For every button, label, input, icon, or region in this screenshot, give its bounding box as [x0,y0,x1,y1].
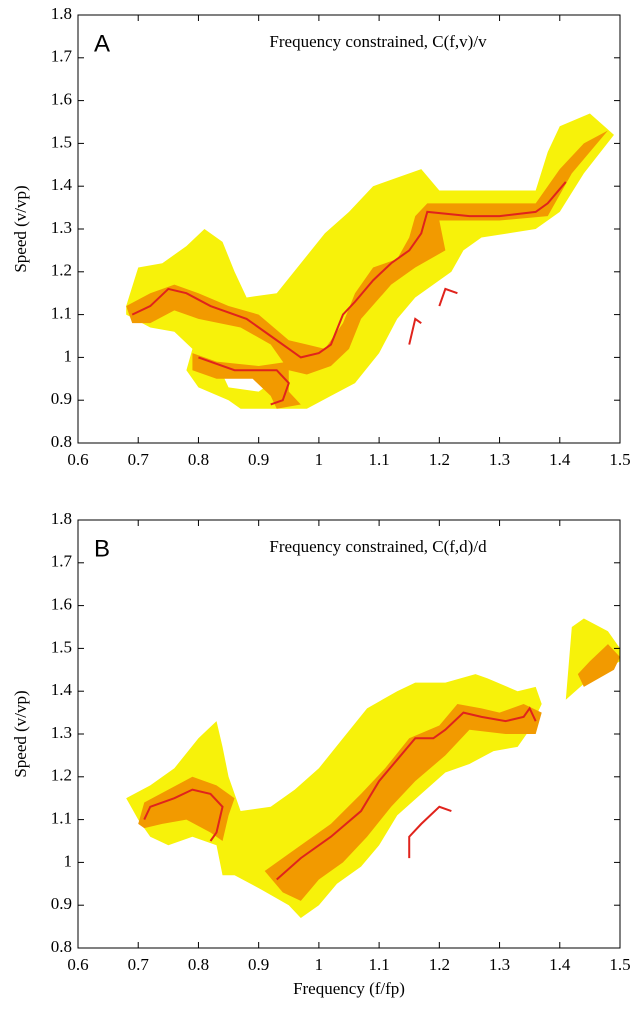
x-tick-label: 0.9 [248,450,269,469]
x-tick-label: 1.3 [489,450,510,469]
ridge-line [143,706,537,881]
x-tick-label: 0.7 [128,955,150,974]
x-tick-label: 1.1 [368,450,389,469]
x-axis-label: Frequency (f/fp) [293,979,405,998]
panel: 0.6 0.7 0.8 0.9 1 1.1 1.2 1.3 1.4 1.5 0.8 0.9 1 1.1 1.… [11,509,631,998]
y-tick-label: 1.8 [51,4,72,23]
panel-label: B [94,535,110,562]
y-tick-label: 1.6 [51,90,72,109]
y-tick-label: 1.7 [51,47,73,66]
region [192,353,301,409]
y-tick-label: 0.8 [51,937,72,956]
region [138,776,235,841]
y-tick-label: 1.6 [51,595,72,614]
y-tick-label: 1.5 [51,132,72,151]
x-tick-label: 0.6 [67,955,88,974]
chart-title: Frequency constrained, C(f,v)/v [269,32,487,51]
y-axis-label: Speed (v/vp) [11,690,30,777]
y-tick-label: 1.3 [51,218,72,237]
x-tick-label: 1.5 [609,955,630,974]
x-tick-label: 0.9 [248,955,269,974]
panel: 0.6 0.7 0.8 0.9 1 1.1 1.2 1.3 1.4 1.5 0.8 0.9 1 1.1 1.… [11,4,631,469]
chart-title: Frequency constrained, C(f,d)/d [269,537,487,556]
x-tick-label: 0.8 [188,450,209,469]
region [264,704,542,901]
y-tick-label: 1 [64,346,73,365]
y-tick-label: 1.4 [51,175,73,194]
ridge-line [131,181,567,406]
y-tick-label: 1.7 [51,552,73,571]
panel-label: A [94,30,110,57]
y-tick-label: 1.8 [51,509,72,528]
y-tick-label: 1.3 [51,723,72,742]
y-tick-label: 0.8 [51,432,72,451]
y-tick-label: 1 [64,851,73,870]
y-tick-label: 1.1 [51,304,72,323]
y-tick-label: 0.9 [51,389,72,408]
y-tick-label: 1.5 [51,637,72,656]
x-tick-label: 1.4 [549,450,571,469]
y-tick-label: 1.4 [51,680,73,699]
x-tick-label: 0.7 [128,450,150,469]
x-tick-label: 1.2 [429,955,450,974]
x-tick-label: 0.6 [67,450,88,469]
y-axis-label: Speed (v/vp) [11,185,30,272]
x-tick-label: 1.4 [549,955,571,974]
x-tick-label: 1 [315,450,324,469]
y-tick-label: 0.9 [51,894,72,913]
y-tick-label: 1.1 [51,809,72,828]
x-tick-label: 1.3 [489,955,510,974]
x-tick-label: 1.2 [429,450,450,469]
region [577,644,620,687]
y-tick-label: 1.2 [51,261,72,280]
x-tick-label: 1 [315,955,324,974]
region [126,113,614,409]
x-tick-label: 0.8 [188,955,209,974]
region [126,130,608,375]
x-tick-label: 1.1 [368,955,389,974]
x-tick-label: 1.5 [609,450,630,469]
y-tick-label: 1.2 [51,766,72,785]
